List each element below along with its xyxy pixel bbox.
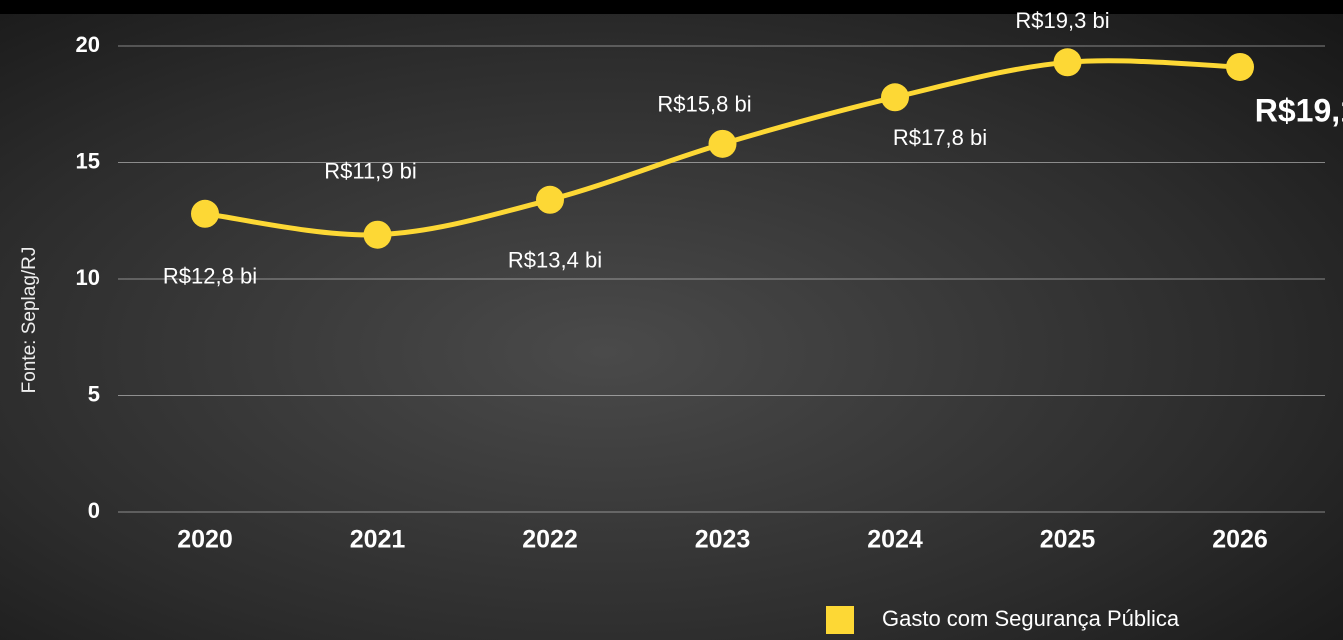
point [708,129,737,158]
x-tick-label: 2025 [1040,526,1096,554]
y-tick-label: 5 [88,381,100,406]
point [1053,48,1082,77]
point [363,220,392,249]
x-tick-label: 2021 [350,526,406,554]
x-tick-label: 2020 [177,526,233,554]
value-label: R$11,9 bi [324,159,417,184]
value-label: R$12,8 bi [163,264,257,289]
value-label: R$17,8 bi [893,125,987,150]
y-tick-label: 10 [76,265,100,290]
x-tick-label: 2022 [522,526,578,554]
y-tick-label: 15 [76,148,100,173]
y-tick-label: 20 [76,32,100,57]
value-label: R$19,1 bi [1255,92,1343,128]
x-tick-label: 2024 [867,526,923,554]
point [536,185,564,214]
source: Fonte: Seplag/RJ [19,247,40,394]
legend-swatch [826,606,854,634]
value-label: R$15,8 bi [657,92,751,117]
legend-label: Gasto com Segurança Pública [882,606,1180,631]
value-label: R$13,4 bi [508,248,602,273]
value-label: R$19,3 bi [1015,8,1109,33]
x-tick-label: 2026 [1212,526,1268,554]
x-tick-label: 2023 [695,526,751,554]
point [191,199,219,228]
y-tick-label: 0 [88,498,100,523]
point [881,83,909,112]
point [1226,52,1254,81]
top-bar [0,0,1343,14]
